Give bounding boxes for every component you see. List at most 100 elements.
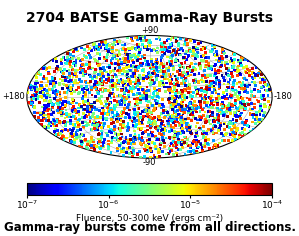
Point [154,102,158,105]
Point [194,129,199,133]
Point [170,113,175,117]
Point [92,84,97,87]
Point [120,110,125,114]
Point [232,79,237,83]
Point [52,69,57,73]
Point [221,133,226,137]
Point [147,142,151,146]
Point [171,107,176,111]
Point [88,116,93,119]
Point [231,124,236,128]
Point [168,74,173,78]
Point [57,81,62,85]
Point [228,92,232,96]
Point [117,79,122,83]
Point [239,58,244,61]
Point [229,59,234,63]
Point [153,121,158,125]
Point [167,50,172,53]
Point [36,111,40,115]
Point [170,54,175,57]
Point [158,38,162,41]
Point [124,137,129,140]
Point [199,78,204,82]
Point [254,65,258,69]
Point [72,110,77,113]
Point [48,98,53,102]
Point [152,70,156,74]
Point [218,64,222,68]
Point [236,107,241,111]
Point [71,99,76,102]
Point [140,55,145,58]
Point [94,87,99,91]
Point [237,80,242,84]
Point [233,102,238,105]
Point [63,96,68,99]
Point [166,152,171,155]
Point [100,131,104,135]
Point [193,77,198,81]
Point [245,96,249,100]
Point [75,49,80,53]
Point [158,118,163,122]
Point [132,65,137,68]
Point [200,149,205,152]
Point [77,144,82,148]
Point [138,101,143,104]
Point [42,106,47,110]
Point [119,98,123,102]
Point [100,80,105,84]
Point [203,50,208,54]
Point [164,152,169,156]
Point [109,51,114,55]
Point [251,71,256,75]
Point [205,84,210,88]
Point [88,143,93,147]
Point [128,137,133,141]
Point [189,119,194,122]
Point [173,112,178,116]
Point [193,80,197,84]
Point [174,101,179,105]
Point [216,127,221,131]
Point [122,60,127,63]
Point [32,85,37,89]
Point [135,103,140,107]
Point [197,72,202,76]
Point [126,82,131,86]
Point [76,118,81,122]
Point [235,73,240,77]
Point [189,70,194,74]
Point [41,92,46,95]
Point [156,115,161,118]
Point [213,89,218,93]
Point [97,141,101,145]
Point [129,47,134,51]
Point [161,105,166,108]
Point [191,79,196,82]
Point [181,65,186,69]
Point [258,81,263,84]
Point [60,120,65,124]
Point [177,90,182,94]
Point [147,94,152,98]
Point [168,137,173,140]
Point [138,127,143,131]
Point [70,86,74,90]
Point [153,107,158,110]
Point [104,131,109,135]
Point [119,60,124,64]
Point [34,98,39,102]
Point [125,73,129,77]
Point [100,115,105,118]
Point [190,105,194,109]
Point [80,57,85,61]
Point [142,93,147,96]
Point [96,115,101,119]
Point [156,148,161,152]
Point [159,41,164,45]
Point [187,109,192,113]
Point [142,97,147,101]
Point [131,149,135,152]
